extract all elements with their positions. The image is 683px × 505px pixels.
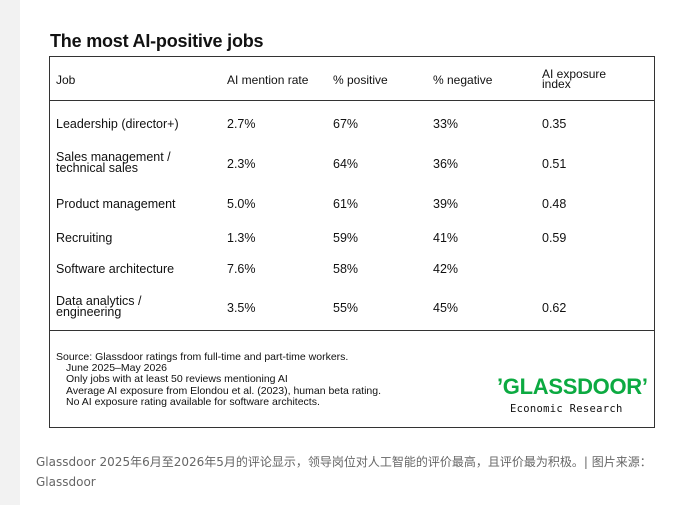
table-row: Sales management / technical sales 2.3% 64%… <box>50 149 654 179</box>
exposure-index: 0.48 <box>542 197 567 211</box>
percent-positive: 61% <box>333 197 359 211</box>
job-name-line1: Data analytics / <box>56 294 142 308</box>
header-positive: % positive <box>333 73 388 87</box>
figure-caption: Glassdoor 2025年6月至2026年5月的评论显示，领导岗位对人工智能… <box>36 455 652 489</box>
percent-positive: 64% <box>333 157 359 171</box>
jobs-table: Job AI mention rate % positive % negativ… <box>49 56 655 428</box>
mention-rate: 3.5% <box>227 301 256 315</box>
percent-negative: 42% <box>433 262 459 276</box>
source-notes: Source: Glassdoor ratings from full-time… <box>56 351 381 408</box>
source-line: Average AI exposure from Elondou et al. … <box>66 384 381 397</box>
mention-rate: 2.3% <box>227 157 256 171</box>
table-row: Recruiting 1.3% 59% 41% 0.59 <box>50 223 654 253</box>
header-exposure-line1: AI exposure <box>542 67 607 81</box>
table-header-row: Job AI mention rate % positive % negativ… <box>50 57 654 101</box>
percent-positive: 58% <box>333 262 359 276</box>
table-row: Data analytics / engineering 3.5% 55% 45% 0.6… <box>50 293 654 323</box>
glassdoor-logo-word: ’GLASSDOOR’ <box>497 374 648 399</box>
glassdoor-logo: ’GLASSDOOR’ Economic Research <box>497 374 648 418</box>
job-name: Data analytics / engineering <box>56 294 142 319</box>
source-line: June 2025–May 2026 <box>66 362 167 375</box>
job-name: Product management <box>56 197 176 211</box>
job-name: Software architecture <box>56 262 175 276</box>
source-line: Source: Glassdoor ratings from full-time… <box>56 351 349 363</box>
percent-positive: 55% <box>333 301 359 315</box>
table-row: Software architecture 7.6% 58% 42% <box>50 254 654 284</box>
job-name: Recruiting <box>56 231 113 245</box>
percent-negative: 45% <box>433 301 459 315</box>
header-exposure-line2: index <box>542 77 571 91</box>
exposure-index: 0.35 <box>542 117 567 131</box>
percent-negative: 33% <box>433 117 459 131</box>
job-name-line1: Sales management / <box>56 150 171 164</box>
header-job: Job <box>56 73 76 87</box>
table-row: Leadership (director+) 2.7% 67% 33% 0.35 <box>50 109 654 139</box>
percent-positive: 59% <box>333 231 359 245</box>
header-negative: % negative <box>433 73 493 87</box>
table-row: Product management 5.0% 61% 39% 0.48 <box>50 189 654 219</box>
source-divider <box>50 330 654 331</box>
mention-rate: 2.7% <box>227 117 256 131</box>
percent-negative: 39% <box>433 197 459 211</box>
exposure-index: 0.51 <box>542 157 567 171</box>
header-exposure: AI exposure index <box>542 67 607 91</box>
source-line: Only jobs with at least 50 reviews menti… <box>66 373 288 386</box>
percent-positive: 67% <box>333 117 359 131</box>
figure-title: The most AI-positive jobs <box>50 31 264 51</box>
percent-negative: 41% <box>433 231 459 245</box>
exposure-index: 0.62 <box>542 301 567 315</box>
mention-rate: 1.3% <box>227 231 256 245</box>
header-mention-rate: AI mention rate <box>227 73 309 87</box>
mention-rate: 5.0% <box>227 197 256 211</box>
glassdoor-logo-subtitle: Economic Research <box>510 403 623 415</box>
page-margin <box>0 0 20 505</box>
job-name: Sales management / technical sales <box>56 150 171 175</box>
percent-negative: 36% <box>433 157 459 171</box>
job-name-line2: engineering <box>56 305 122 319</box>
source-line: No AI exposure rating available for soft… <box>66 395 320 408</box>
mention-rate: 7.6% <box>227 262 256 276</box>
exposure-index: 0.59 <box>542 231 567 245</box>
job-name-line2: technical sales <box>56 161 138 175</box>
job-name: Leadership (director+) <box>56 117 179 131</box>
